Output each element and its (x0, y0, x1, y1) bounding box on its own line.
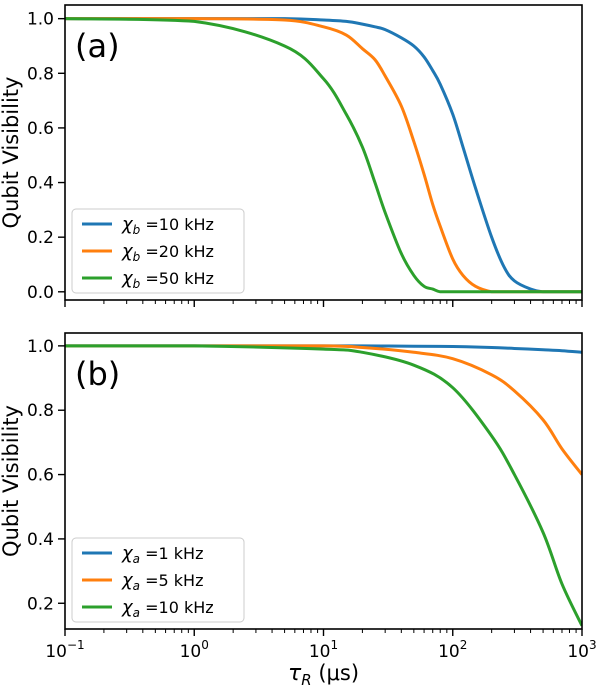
x-tick-exponent: −1 (67, 638, 85, 652)
x-label-subscript: R (301, 671, 311, 685)
legend-subscript: a (133, 579, 140, 593)
legend-suffix: =50 kHz (140, 269, 214, 288)
x-tick-exponent: 1 (331, 638, 339, 652)
legend-suffix: =10 kHz (140, 215, 214, 234)
y-tick-label: 0.8 (27, 64, 54, 84)
series-line-3 (65, 344, 582, 627)
legend-label: χa =10 kHz (121, 597, 214, 620)
y-tick-label: 0.2 (27, 228, 54, 248)
y-tick-label: 1.0 (27, 337, 54, 357)
x-tick-exponent: 3 (589, 638, 597, 652)
series-lines (65, 17, 582, 294)
legend-subscript: a (133, 552, 140, 566)
y-tick-label: 0.8 (27, 401, 54, 421)
x-tick-label: 103 (567, 638, 596, 662)
legend-subscript: b (133, 250, 141, 264)
legend-symbol: χ (121, 543, 134, 564)
legend-label: χb =10 kHz (121, 214, 214, 237)
legend-subscript: b (133, 223, 141, 237)
x-tick-label: 10−1 (45, 638, 84, 662)
legend-symbol: χ (121, 570, 134, 591)
legend-box (71, 537, 245, 623)
legend-box (71, 208, 245, 294)
legend-symbol: χ (121, 214, 134, 235)
y-tick-label: 1.0 (27, 10, 54, 30)
x-label-symbol: τ (288, 661, 302, 685)
x-tick-exponent: 2 (460, 638, 468, 652)
x-tick-base: 10 (309, 642, 331, 662)
x-tick-label: 101 (309, 638, 338, 662)
legend-suffix: =10 kHz (140, 598, 214, 617)
x-tick-exponent: 0 (201, 638, 209, 652)
y-tick-label: 0.6 (27, 466, 54, 486)
legend-symbol: χ (121, 241, 134, 262)
legend-label: χa =1 kHz (121, 543, 203, 566)
y-axis-label: Qubit Visibility (0, 405, 23, 557)
x-ticks (64, 300, 583, 307)
x-tick-base: 10 (45, 642, 67, 662)
y-tick-label: 0.6 (27, 119, 54, 139)
y-axis-label: Qubit Visibility (0, 77, 23, 229)
y-tick-label: 0.4 (27, 530, 54, 550)
x-tick-label: 100 (180, 638, 209, 662)
x-axis-label: τR (μs) (288, 661, 359, 685)
legend-label: χb =20 kHz (121, 241, 214, 264)
legend-symbol: χ (121, 268, 134, 289)
panel-label: (a) (75, 27, 120, 65)
x-tick-base: 10 (438, 642, 460, 662)
series-lines (65, 344, 582, 627)
x-label-unit: (μs) (312, 661, 359, 685)
panel-label: (b) (75, 355, 120, 393)
x-tick-base: 10 (567, 642, 589, 662)
x-ticks (64, 629, 583, 636)
series-line-3 (65, 17, 582, 294)
legend-symbol: χ (121, 597, 134, 618)
y-tick-label: 0.0 (27, 283, 54, 303)
legend-suffix: =1 kHz (140, 544, 203, 563)
legend-label: χb =50 kHz (121, 268, 214, 291)
panel-a: 0.0 0.2 0.4 0.6 0.8 1.0 Qubit Visibility (a) χb … (0, 4, 583, 307)
x-tick-label: 102 (438, 638, 467, 662)
legend-label: χa =5 kHz (121, 570, 203, 593)
legend-subscript: a (133, 606, 140, 620)
legend-suffix: =5 kHz (140, 571, 203, 590)
y-tick-label: 0.4 (27, 174, 54, 194)
legend-subscript: b (133, 277, 141, 291)
y-tick-label: 0.2 (27, 594, 54, 614)
x-tick-base: 10 (180, 642, 202, 662)
legend-suffix: =20 kHz (140, 242, 214, 261)
series-line-1 (65, 17, 582, 294)
